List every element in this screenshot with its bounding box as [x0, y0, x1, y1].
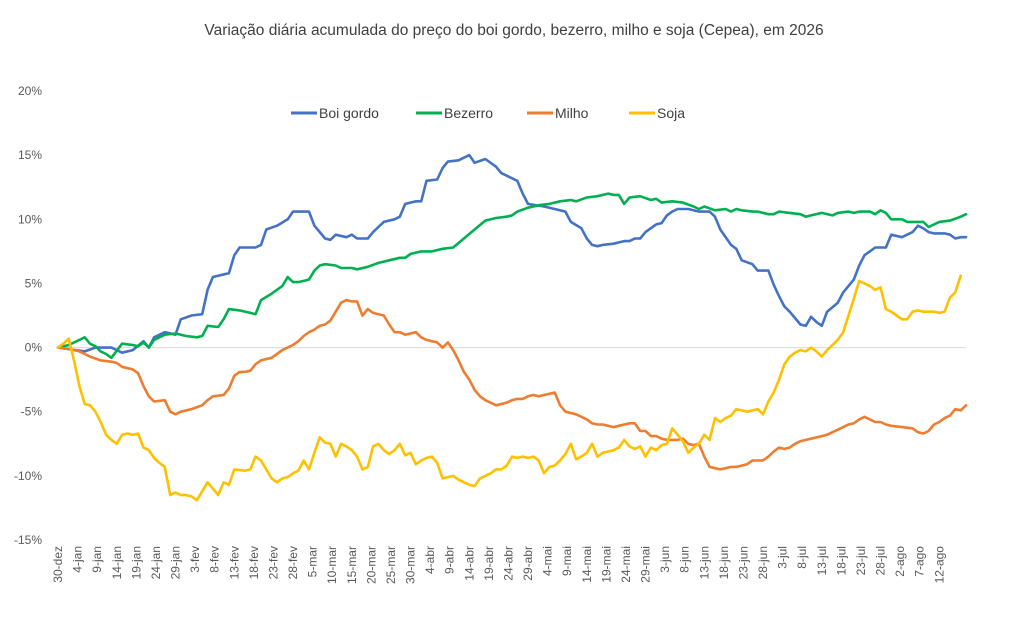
legend: Boi gordo Bezerro Milho Soja — [291, 105, 685, 121]
x-tick-label: 9-mai — [560, 546, 574, 576]
series-line-milho — [56, 298, 968, 471]
legend-label: Boi gordo — [319, 105, 379, 121]
x-tick-label: 14-mai — [580, 546, 594, 583]
x-tick-label: 24-mai — [619, 546, 633, 583]
y-axis: -15% -10% -5% 0% 5% 10% 15% 20% — [14, 84, 42, 547]
x-tick-label: 4-mai — [541, 546, 555, 576]
y-tick-label: 10% — [18, 212, 42, 226]
x-tick-label: 18-jun — [717, 546, 731, 579]
y-tick-label: -10% — [14, 469, 42, 483]
y-tick-label: 20% — [18, 84, 42, 98]
x-tick-label: 9-abr — [443, 546, 457, 574]
x-tick-label: 28-fev — [286, 546, 300, 579]
legend-label: Bezerro — [444, 105, 493, 121]
x-tick-label: 28-jun — [756, 546, 770, 579]
y-tick-label: 0% — [25, 341, 43, 355]
x-tick-label: 23-jul — [854, 546, 868, 575]
x-tick-label: 13-jun — [697, 546, 711, 579]
x-tick-label: 30-dez — [51, 546, 65, 583]
x-tick-label: 29-mai — [639, 546, 653, 583]
chart-title: Variação diária acumulada do preço do bo… — [204, 22, 823, 39]
x-tick-label: 20-mar — [364, 546, 378, 584]
series-lines — [56, 153, 968, 502]
x-tick-label: 24-jan — [149, 546, 163, 579]
x-tick-label: 3-fev — [188, 546, 202, 573]
x-tick-label: 2-ago — [893, 546, 907, 577]
y-tick-label: 15% — [18, 148, 42, 162]
x-tick-label: 30-mar — [404, 546, 418, 584]
series-line-bezerro — [56, 192, 968, 360]
y-tick-label: -5% — [21, 405, 43, 419]
x-tick-label: 14-abr — [462, 546, 476, 581]
x-tick-label: 25-mar — [384, 546, 398, 584]
x-tick-label: 12-ago — [932, 546, 946, 584]
x-tick-label: 29-abr — [521, 546, 535, 581]
x-tick-label: 28-jul — [874, 546, 888, 575]
x-tick-label: 7-ago — [913, 546, 927, 577]
x-axis: 30-dez 4-jan 9-jan 14-jan 19-jan 24-jan 29-jan… — [51, 546, 946, 584]
x-tick-label: 18-fev — [247, 546, 261, 579]
x-tick-label: 13-fev — [227, 546, 241, 579]
x-tick-label: 10-mar — [325, 546, 339, 584]
x-tick-label: 3-jun — [658, 546, 672, 573]
x-tick-label: 8-jul — [795, 546, 809, 569]
series-line-soja — [56, 274, 962, 502]
x-tick-label: 8-jun — [678, 546, 692, 573]
series-line-boi-gordo — [56, 153, 968, 354]
legend-label: Milho — [555, 105, 589, 121]
x-tick-label: 24-abr — [501, 546, 515, 581]
x-tick-label: 4-jan — [71, 546, 85, 573]
x-tick-label: 13-jul — [815, 546, 829, 575]
x-tick-label: 8-fev — [208, 546, 222, 573]
x-tick-label: 3-jul — [776, 546, 790, 569]
x-tick-label: 9-jan — [90, 546, 104, 573]
legend-label: Soja — [657, 105, 685, 121]
x-tick-label: 5-mar — [306, 546, 320, 577]
x-tick-label: 19-jan — [129, 546, 143, 579]
x-tick-label: 15-mar — [345, 546, 359, 584]
x-tick-label: 29-jan — [169, 546, 183, 579]
x-tick-label: 23-jun — [736, 546, 750, 579]
x-tick-label: 14-jan — [110, 546, 124, 579]
x-tick-label: 19-mai — [599, 546, 613, 583]
x-tick-label: 23-fev — [266, 546, 280, 579]
x-tick-label: 18-jul — [834, 546, 848, 575]
y-tick-label: -15% — [14, 533, 42, 547]
x-tick-label: 4-abr — [423, 546, 437, 574]
y-tick-label: 5% — [25, 276, 43, 290]
x-tick-label: 19-abr — [482, 546, 496, 581]
